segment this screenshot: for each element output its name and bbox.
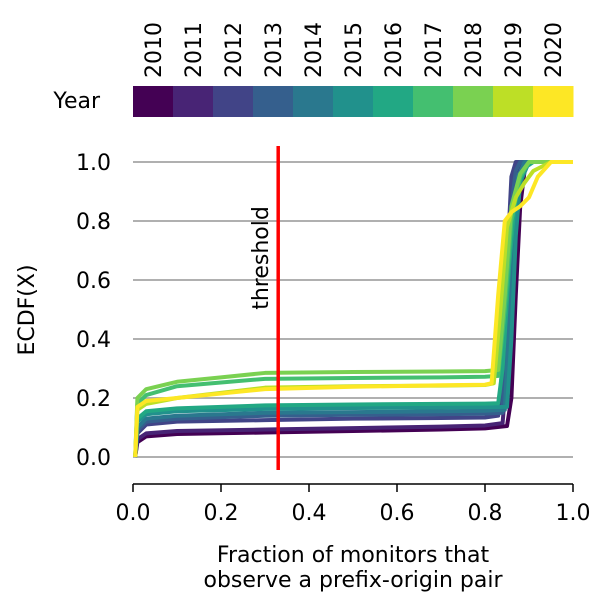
colorbar-swatch-2020 — [533, 86, 574, 117]
colorbar-year-label: 2020 — [542, 22, 567, 78]
threshold-marker: threshold — [249, 146, 280, 470]
y-tick-label: 0.6 — [76, 269, 111, 294]
x-axis-label-line-2: observe a prefix-origin pair — [203, 568, 503, 593]
x-tick-label: 0.2 — [204, 501, 239, 526]
colorbar-year-label: 2011 — [182, 22, 207, 78]
x-tick-label: 0.0 — [116, 501, 151, 526]
colorbar-year-label: 2015 — [342, 22, 367, 78]
year-colorbar: Year 2010 2011 2012 2013 2014 2015 2016 2017 201… — [52, 22, 574, 117]
colorbar-swatch-2017 — [413, 86, 454, 117]
colorbar-year-label: 2014 — [302, 22, 327, 78]
x-tick-label: 0.6 — [380, 501, 415, 526]
colorbar-swatch-2011 — [173, 86, 214, 117]
colorbar-year-label: 2019 — [502, 22, 527, 78]
series-line-2012 — [133, 160, 573, 458]
colorbar-swatch-2019 — [493, 86, 534, 117]
series-line-2013 — [133, 160, 573, 458]
y-gridlines — [133, 161, 573, 458]
colorbar-swatch-2016 — [373, 86, 414, 117]
y-tick-label: 0.8 — [76, 210, 111, 235]
y-tick-label: 1.0 — [76, 151, 111, 176]
y-tick-label: 0.4 — [76, 328, 111, 353]
series-lines — [133, 160, 573, 458]
colorbar-swatch-2012 — [213, 86, 254, 117]
y-tick-label: 0.0 — [76, 446, 111, 471]
series-line-2020 — [133, 160, 573, 458]
series-line-2018 — [133, 160, 573, 458]
colorbar-year-label: 2012 — [222, 22, 247, 78]
x-tick-label: 1.0 — [556, 501, 591, 526]
colorbar-year-label: 2013 — [262, 22, 287, 78]
colorbar-year-label: 2018 — [462, 22, 487, 78]
colorbar-swatch-2010 — [133, 86, 174, 117]
colorbar-swatch-2013 — [253, 86, 294, 117]
colorbar-year-label: 2010 — [142, 22, 167, 78]
colorbar-swatch-2014 — [293, 86, 334, 117]
threshold-label: threshold — [249, 206, 274, 310]
colorbar-swatch-2015 — [333, 86, 374, 117]
colorbar-year-label: 2016 — [382, 22, 407, 78]
x-tick-label: 0.8 — [468, 501, 503, 526]
colorbar-year-label: 2017 — [422, 22, 447, 78]
x-tick-label: 0.4 — [292, 501, 327, 526]
colorbar-swatch-2018 — [453, 86, 494, 117]
x-axis-label-line-1: Fraction of monitors that — [217, 543, 490, 568]
colorbar-label: Year — [52, 89, 101, 114]
y-axis-label: ECDF(X) — [15, 264, 40, 355]
y-tick-label: 0.2 — [76, 387, 111, 412]
axes: 0.0 0.2 0.4 0.6 0.8 1.0 0.0 0.2 0.4 0.6 0.8 1.0 — [76, 151, 591, 526]
